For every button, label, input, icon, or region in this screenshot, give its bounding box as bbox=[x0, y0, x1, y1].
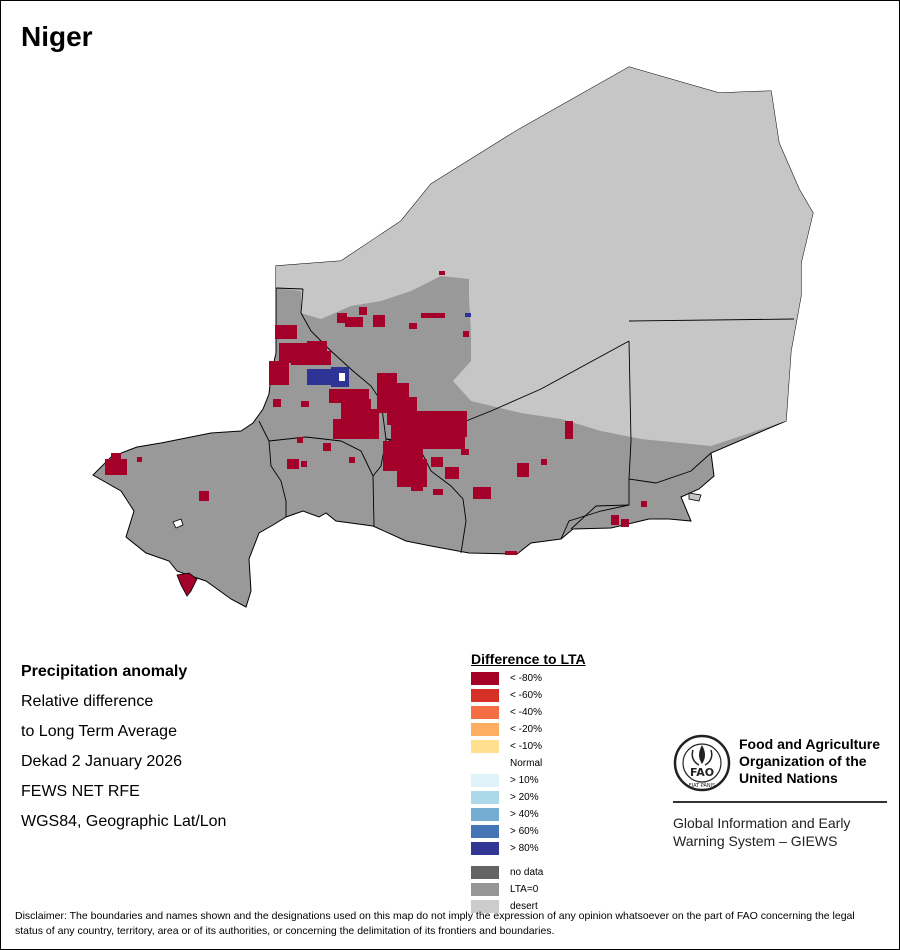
info-line-2: to Long Term Average bbox=[21, 723, 177, 740]
legend-item-label: > 10% bbox=[510, 775, 539, 786]
fao-divider bbox=[673, 801, 887, 803]
fao-name-line-2: Organization of the bbox=[739, 753, 867, 769]
legend-item-swatch bbox=[471, 723, 499, 736]
legend-item-swatch bbox=[471, 791, 499, 804]
legend-item-row: < -10% bbox=[471, 738, 651, 755]
svg-text:FIAT PANIS: FIAT PANIS bbox=[689, 783, 716, 789]
info-line-3: Dekad 2 January 2026 bbox=[21, 753, 182, 770]
legend-extra-item-row: LTA=0 bbox=[471, 881, 651, 898]
legend-item-swatch bbox=[471, 706, 499, 719]
legend-item-swatch bbox=[471, 689, 499, 702]
niamey-enclave bbox=[176, 572, 198, 597]
legend-extra-item-swatch bbox=[471, 900, 499, 913]
fao-block: FAO FIAT PANIS Food and Agriculture Orga… bbox=[673, 734, 889, 854]
legend-item-label: > 80% bbox=[510, 843, 539, 854]
legend-extra-item-label: desert bbox=[510, 901, 538, 912]
fao-logo-icon: FAO FIAT PANIS bbox=[673, 734, 731, 792]
svg-text:FAO: FAO bbox=[690, 766, 714, 779]
legend: Difference to LTA < -80% < -60% < -40% < -2… bbox=[471, 651, 651, 915]
legend-items: < -80% < -60% < -40% < -20% < -10% Normal > 10… bbox=[471, 670, 651, 857]
legend-item-row: > 20% bbox=[471, 789, 651, 806]
niger-map bbox=[92, 66, 814, 608]
legend-item-swatch bbox=[471, 740, 499, 753]
fao-name-line-1: Food and Agriculture bbox=[739, 736, 881, 752]
legend-item-swatch bbox=[471, 842, 499, 855]
legend-item-swatch bbox=[471, 825, 499, 838]
legend-item-label: > 60% bbox=[510, 826, 539, 837]
legend-item-row: < -60% bbox=[471, 687, 651, 704]
legend-item-row: > 40% bbox=[471, 806, 651, 823]
fao-name: Food and Agriculture Organization of the… bbox=[739, 736, 899, 787]
lake-chad-island bbox=[688, 492, 702, 502]
legend-item-row: < -40% bbox=[471, 704, 651, 721]
legend-item-swatch bbox=[471, 808, 499, 821]
legend-extra: no data LTA=0 desert bbox=[471, 864, 651, 915]
giews-line-2: Warning System – GIEWS bbox=[673, 833, 838, 849]
legend-item-label: Normal bbox=[510, 758, 543, 769]
fao-name-line-3: United Nations bbox=[739, 770, 838, 786]
legend-item-swatch bbox=[471, 672, 499, 685]
legend-item-label: < -10% bbox=[510, 741, 542, 752]
legend-item-row: Normal bbox=[471, 755, 651, 772]
legend-item-swatch bbox=[471, 774, 499, 787]
desert-region bbox=[276, 67, 813, 446]
small-lake bbox=[172, 518, 184, 529]
legend-item-row: > 80% bbox=[471, 840, 651, 857]
info-line-4: FEWS NET RFE bbox=[21, 783, 140, 800]
info-heading: Precipitation anomaly bbox=[21, 663, 188, 680]
legend-extra-item-swatch bbox=[471, 866, 499, 879]
legend-item-label: < -60% bbox=[510, 690, 542, 701]
legend-item-label: > 20% bbox=[510, 792, 539, 803]
info-line-5: WGS84, Geographic Lat/Lon bbox=[21, 813, 227, 830]
giews-line-1: Global Information and Early bbox=[673, 815, 851, 831]
map-title: Niger bbox=[21, 21, 93, 52]
legend-item-label: < -80% bbox=[510, 673, 542, 684]
legend-item-row: > 60% bbox=[471, 823, 651, 840]
anomaly-neg80-patches bbox=[105, 271, 647, 555]
legend-item-row: > 10% bbox=[471, 772, 651, 789]
legend-extra-item-row: desert bbox=[471, 898, 651, 915]
legend-item-row: < -80% bbox=[471, 670, 651, 687]
legend-extra-item-row: no data bbox=[471, 864, 651, 881]
giews-name: Global Information and Early Warning Sys… bbox=[673, 814, 889, 850]
normal-patch bbox=[339, 373, 345, 381]
legend-extra-item-swatch bbox=[471, 883, 499, 896]
disclaimer: Disclaimer: The boundaries and names sho… bbox=[15, 910, 855, 937]
legend-item-row: < -20% bbox=[471, 721, 651, 738]
legend-item-label: < -40% bbox=[510, 707, 542, 718]
legend-extra-item-label: LTA=0 bbox=[510, 884, 539, 895]
info-line-1: Relative difference bbox=[21, 693, 154, 710]
legend-extra-item-label: no data bbox=[510, 867, 544, 878]
legend-title: Difference to LTA bbox=[471, 651, 586, 667]
legend-item-label: < -20% bbox=[510, 724, 542, 735]
legend-item-label: > 40% bbox=[510, 809, 539, 820]
map-info: Precipitation anomaly Relative differenc… bbox=[21, 657, 351, 837]
